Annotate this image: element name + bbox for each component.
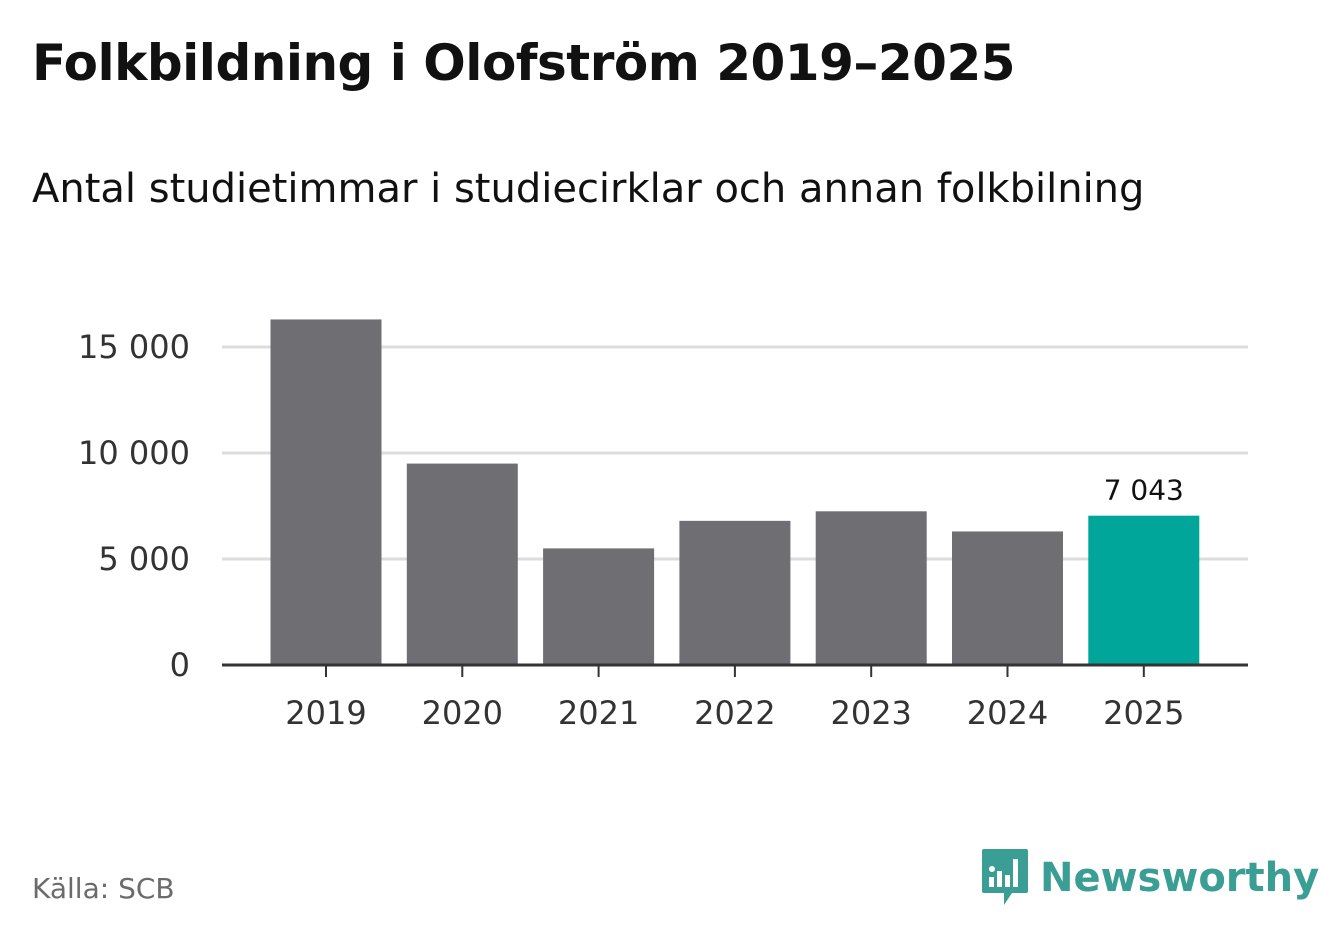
source-note: Källa: SCB — [32, 872, 175, 905]
brand-name: Newsworthy — [1040, 855, 1320, 901]
y-tick-labels: 0 5 000 10 000 15 000 — [78, 328, 190, 684]
x-tick-label-2019: 2019 — [285, 694, 366, 732]
y-tick-label: 15 000 — [78, 328, 190, 366]
bar-2024 — [952, 531, 1063, 665]
x-tick-labels: 2019 2020 2021 2022 2023 2024 2025 — [285, 694, 1184, 732]
bar-2019 — [270, 319, 382, 665]
bar-2022 — [679, 520, 791, 665]
y-tick-label: 10 000 — [78, 434, 190, 472]
x-tick-label-2023: 2023 — [830, 694, 911, 732]
x-axis — [222, 663, 1248, 677]
newsworthy-logo-icon — [982, 849, 1028, 905]
chart-title: Folkbildning i Olofström 2019–2025 — [32, 34, 1016, 92]
bar-2023 — [815, 511, 927, 665]
chart-subtitle: Antal studietimmar i studiecirklar och a… — [32, 166, 1145, 212]
data-label-2025: 7 043 — [1104, 474, 1184, 507]
bar-2021 — [543, 548, 655, 665]
bar-2025 — [1088, 515, 1200, 665]
bar-2020 — [406, 463, 518, 665]
newsworthy-brand: Newsworthy — [980, 848, 1319, 908]
x-tick-label-2025: 2025 — [1103, 694, 1184, 732]
y-tick-label: 5 000 — [98, 540, 190, 578]
x-tick-label-2021: 2021 — [558, 694, 639, 732]
bars — [270, 319, 1200, 665]
x-tick-label-2020: 2020 — [422, 694, 503, 732]
data-labels: 7 043 — [1104, 474, 1184, 507]
x-tick-label-2022: 2022 — [694, 694, 775, 732]
x-tick-label-2024: 2024 — [967, 694, 1048, 732]
y-tick-label: 0 — [170, 646, 190, 684]
